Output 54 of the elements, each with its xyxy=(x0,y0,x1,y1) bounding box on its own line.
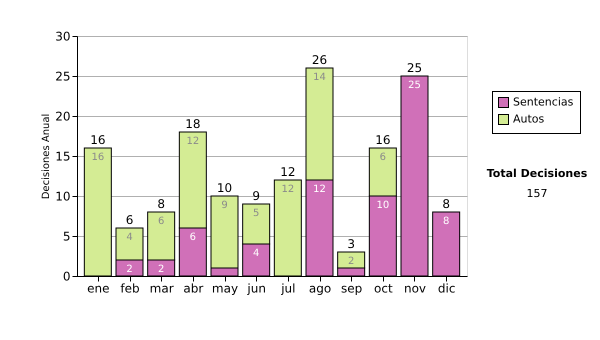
y-tick-label: 30 xyxy=(55,30,70,44)
total-label: 12 xyxy=(280,165,296,179)
y-tick-label: 5 xyxy=(62,230,70,244)
data-label: 16 xyxy=(91,152,104,163)
data-label: 9 xyxy=(221,200,228,211)
data-label: 4 xyxy=(252,248,260,259)
total-label: 3 xyxy=(347,237,355,251)
x-tick-label: sep xyxy=(341,282,362,296)
legend-label: Sentencias xyxy=(513,96,574,108)
total-label: 8 xyxy=(157,197,165,211)
data-label: 6 xyxy=(380,152,386,163)
total-label: 8 xyxy=(442,197,450,211)
data-label: 12 xyxy=(281,184,294,195)
y-tick-label: 0 xyxy=(62,270,70,284)
text: 157 xyxy=(526,187,548,200)
data-label: 10 xyxy=(376,200,390,211)
total-label: 10 xyxy=(216,181,232,195)
x-tick-label: jun xyxy=(246,282,266,296)
data-label: 14 xyxy=(313,72,326,83)
y-tick-label: 10 xyxy=(55,190,70,204)
legend-label: Autos xyxy=(513,112,545,126)
data-label: 12 xyxy=(313,184,326,195)
data-label: 8 xyxy=(442,216,450,227)
data-label: 2 xyxy=(126,264,133,275)
total-label: 9 xyxy=(252,189,260,203)
total-label: 6 xyxy=(126,213,134,227)
data-label: 6 xyxy=(158,216,164,227)
data-label: 2 xyxy=(348,256,354,267)
data-label: 2 xyxy=(158,264,164,275)
x-tick-label: oct xyxy=(374,282,393,296)
x-tick-label: ago xyxy=(308,282,332,296)
y-tick-label: 15 xyxy=(55,150,70,164)
total-label: 16 xyxy=(375,133,390,147)
total-label: 25 xyxy=(406,61,422,75)
data-label: 4 xyxy=(126,232,133,243)
total-label: 16 xyxy=(90,133,106,147)
text: Total Decisiones xyxy=(486,167,588,180)
y-tick-label: 25 xyxy=(55,70,70,84)
y-axis-title: Decisiones Anual xyxy=(41,114,52,200)
total-label: 18 xyxy=(185,117,200,131)
x-tick-label: mar xyxy=(150,282,174,296)
data-label: 12 xyxy=(186,136,200,147)
data-label: 25 xyxy=(408,80,421,91)
x-tick-label: ene xyxy=(87,282,110,296)
x-tick-label: feb xyxy=(120,282,140,296)
y-tick-label: 20 xyxy=(55,110,70,124)
x-tick-label: may xyxy=(212,282,238,296)
total-label: 26 xyxy=(312,53,328,67)
x-tick-label: nov xyxy=(404,282,426,296)
x-tick-label: jul xyxy=(280,282,296,296)
data-label: 5 xyxy=(252,208,260,219)
x-tick-label: abr xyxy=(183,282,204,296)
data-label: 6 xyxy=(190,232,196,243)
x-tick-label: dic xyxy=(438,282,456,296)
